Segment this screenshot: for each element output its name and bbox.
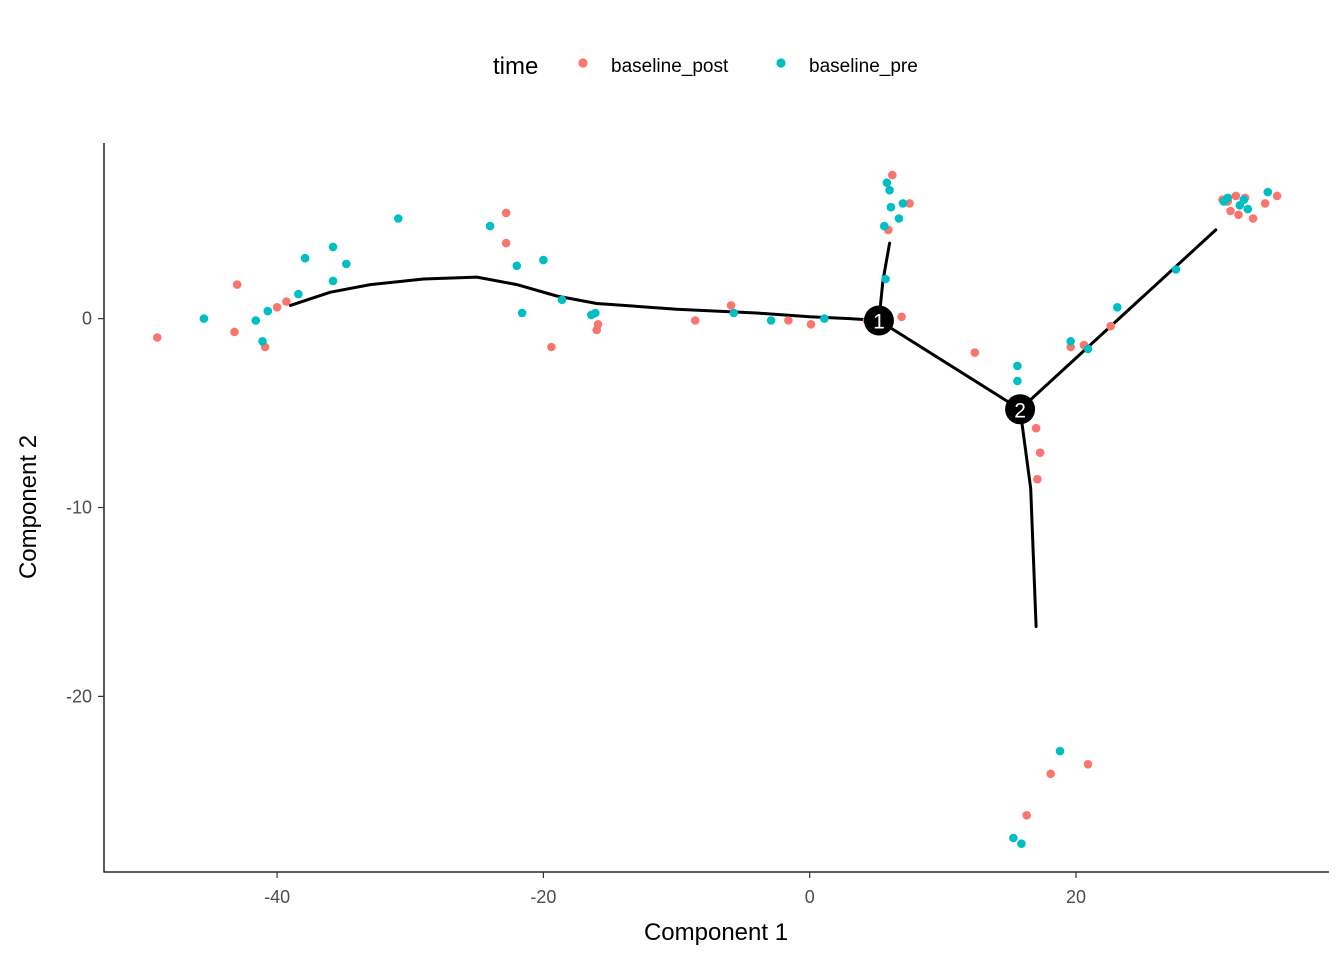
legend-swatch [776, 58, 786, 68]
data-point [784, 316, 793, 325]
branch-point-label: 2 [1014, 399, 1026, 422]
data-point [587, 310, 596, 320]
legend-swatch [578, 58, 588, 68]
data-point [885, 185, 894, 195]
x-axis-title: Component 1 [644, 919, 788, 946]
branch-point-marker [1005, 394, 1036, 425]
data-point [1171, 265, 1181, 274]
data-point [1234, 210, 1243, 220]
data-point [766, 316, 776, 325]
data-point [1022, 811, 1031, 820]
y-tick-label: -20 [66, 686, 92, 706]
data-point [1223, 193, 1233, 203]
data-point [897, 312, 906, 322]
data-point [282, 297, 291, 306]
trajectory-segment [1018, 407, 1038, 628]
trajectory-segment [1018, 228, 1218, 411]
data-point [898, 199, 908, 208]
data-point [1113, 303, 1122, 312]
data-point [1017, 839, 1026, 848]
legend: time baseline_post baseline_pre [493, 53, 918, 80]
data-point [539, 255, 548, 265]
data-point [251, 316, 261, 325]
data-point [1013, 376, 1022, 386]
branch-point-marker [863, 305, 894, 336]
data-point [153, 333, 162, 342]
data-point [547, 342, 556, 352]
data-point [690, 316, 700, 325]
trajectory-segment [288, 275, 881, 322]
data-point [882, 178, 892, 187]
data-point [729, 308, 739, 318]
data-point [1066, 337, 1075, 346]
data-point [232, 280, 242, 289]
branch-point-label: 1 [873, 311, 885, 334]
data-point [970, 348, 980, 357]
data-point [1031, 423, 1041, 433]
data-point [886, 202, 896, 212]
data-point [294, 289, 303, 299]
data-point [1231, 191, 1241, 201]
data-point [1035, 448, 1045, 458]
axes: -40 -20 0 20 0 -10 -20 [66, 143, 1329, 907]
data-point [342, 259, 351, 269]
x-tick-label: 20 [1066, 887, 1086, 907]
data-point [300, 253, 310, 263]
trajectory-paths [288, 228, 1218, 628]
data-point [1083, 760, 1093, 769]
data-point [517, 308, 527, 318]
legend-label: baseline_pre [809, 56, 918, 77]
data-point [905, 199, 914, 208]
data-point [1260, 199, 1270, 208]
data-point [880, 221, 889, 231]
data-point [272, 303, 282, 312]
branch-points: 12 [863, 305, 1036, 425]
data-point [1243, 204, 1253, 214]
data-point [726, 301, 736, 310]
data-point [881, 274, 890, 284]
data-point [512, 261, 522, 271]
x-tick-label: -40 [264, 887, 290, 907]
data-point [1263, 187, 1273, 197]
x-tick-label: -20 [530, 887, 556, 907]
trajectory-segment [877, 319, 1022, 411]
data-point [557, 295, 567, 305]
data-point [1106, 321, 1115, 331]
legend-label: baseline_post [611, 56, 729, 77]
data-point [258, 337, 267, 346]
y-tick-label: -10 [66, 498, 92, 518]
data-points [153, 170, 1282, 848]
data-point [1083, 344, 1093, 354]
data-point [501, 208, 511, 218]
x-tick-label: 0 [805, 887, 815, 907]
data-point [820, 314, 829, 323]
data-point [1055, 746, 1065, 756]
data-point [806, 320, 816, 329]
data-point [1248, 214, 1258, 223]
data-point [199, 314, 209, 323]
data-point [394, 214, 403, 223]
data-point [485, 221, 495, 231]
data-point [328, 242, 338, 252]
data-point [1013, 361, 1022, 371]
data-point [888, 170, 897, 180]
data-point [263, 306, 273, 316]
data-point [1239, 195, 1249, 204]
data-point [230, 327, 239, 337]
data-point [1272, 191, 1282, 201]
y-axis-title: Component 2 [15, 435, 42, 579]
data-point [592, 325, 601, 335]
data-point [1009, 833, 1018, 843]
data-point [1046, 769, 1055, 779]
y-tick-label: 0 [82, 309, 92, 329]
data-point [894, 214, 904, 223]
data-point [1033, 474, 1042, 484]
data-point [501, 238, 511, 248]
legend-title: time [493, 53, 538, 80]
data-point [1226, 206, 1235, 216]
data-point [328, 276, 338, 286]
